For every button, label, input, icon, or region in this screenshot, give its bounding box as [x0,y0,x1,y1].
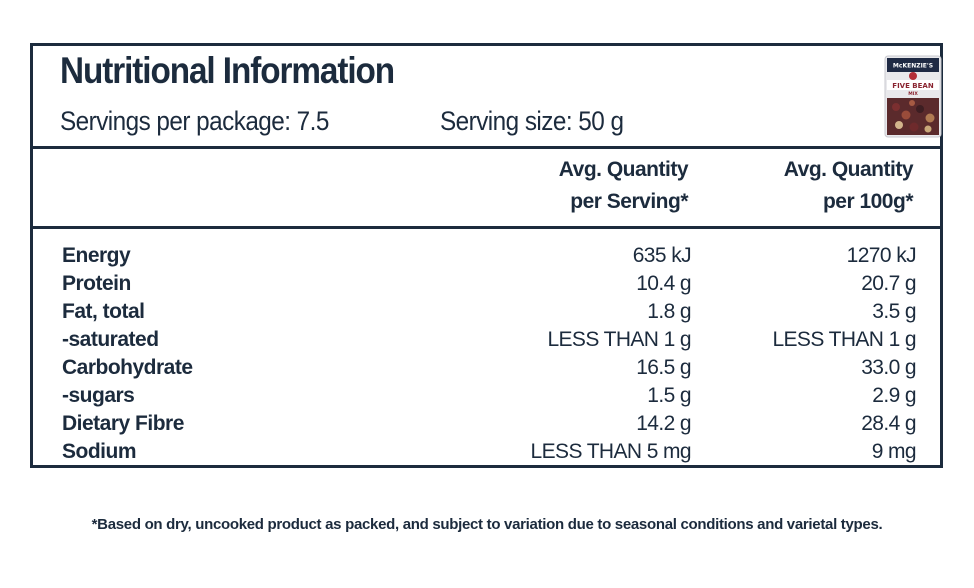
column-header-divider [33,226,940,229]
per-serving-value: 1.5 g [647,384,691,407]
nutrient-name: Dietary Fibre [62,412,184,435]
table-row: Energy 635 kJ 1270 kJ [33,242,940,270]
header-divider [33,146,940,149]
product-package-image: McKENZIE'S FIVE BEAN MIX [884,55,942,138]
nutrient-name: -saturated [62,328,159,351]
per-100g-value: 2.9 g [872,384,916,407]
nutrient-name: Sodium [62,440,137,463]
per-serving-value: LESS THAN 1 g [547,328,691,351]
nutrient-name: Energy [62,244,131,267]
package-brand-text: McKENZIE'S [893,63,933,70]
table-row: -saturated LESS THAN 1 g LESS THAN 1 g [33,326,940,354]
column-header-per-serving: Avg. Quantity per Serving* [488,154,689,218]
per-100g-value: 9 mg [871,440,917,463]
table-row: Sodium LESS THAN 5 mg 9 mg [33,438,940,466]
per-100g-value: 33.0 g [861,356,916,379]
per-100g-value: LESS THAN 1 g [772,328,916,351]
per-serving-label-line2: per Serving* [570,190,688,213]
nutrient-name: -sugars [62,384,135,407]
per-serving-value: 10.4 g [636,272,691,295]
per-100g-value: 20.7 g [861,272,916,295]
per-100g-value: 3.5 g [872,300,916,323]
serving-size: Serving size: 50 g [440,106,624,136]
package-name-line1: FIVE BEAN [892,82,934,90]
table-row: -sugars 1.5 g 2.9 g [33,382,940,410]
per-100g-label-line1: Avg. Quantity [783,158,914,181]
per-100g-value: 1270 kJ [846,244,917,267]
per-serving-label-line1: Avg. Quantity [558,158,689,181]
table-row: Protein 10.4 g 20.7 g [33,270,940,298]
per-serving-value: LESS THAN 5 mg [530,440,692,463]
nutrient-name: Fat, total [62,300,145,323]
table-row: Fat, total 1.8 g 3.5 g [33,298,940,326]
nutrition-panel: Nutritional Information Servings per pac… [30,43,943,468]
table-row: Carbohydrate 16.5 g 33.0 g [33,354,940,382]
per-serving-value: 1.8 g [647,300,691,323]
per-100g-label-line2: per 100g* [822,190,914,213]
nutrient-name: Carbohydrate [62,356,193,379]
column-header-per-100g: Avg. Quantity per 100g* [713,154,914,218]
table-row: Dietary Fibre 14.2 g 28.4 g [33,410,940,438]
panel-title: Nutritional Information [60,50,395,91]
nutrient-name: Protein [62,272,131,295]
per-serving-value: 16.5 g [636,356,691,379]
footnote: *Based on dry, uncooked product as packe… [91,516,883,533]
nutrient-rows: Energy 635 kJ 1270 kJ Protein 10.4 g 20.… [33,242,940,466]
servings-per-package: Servings per package: 7.5 [60,106,329,136]
per-100g-value: 28.4 g [861,412,916,435]
package-name-line2: MIX [908,91,918,97]
per-serving-value: 14.2 g [636,412,691,435]
per-serving-value: 635 kJ [632,244,692,267]
